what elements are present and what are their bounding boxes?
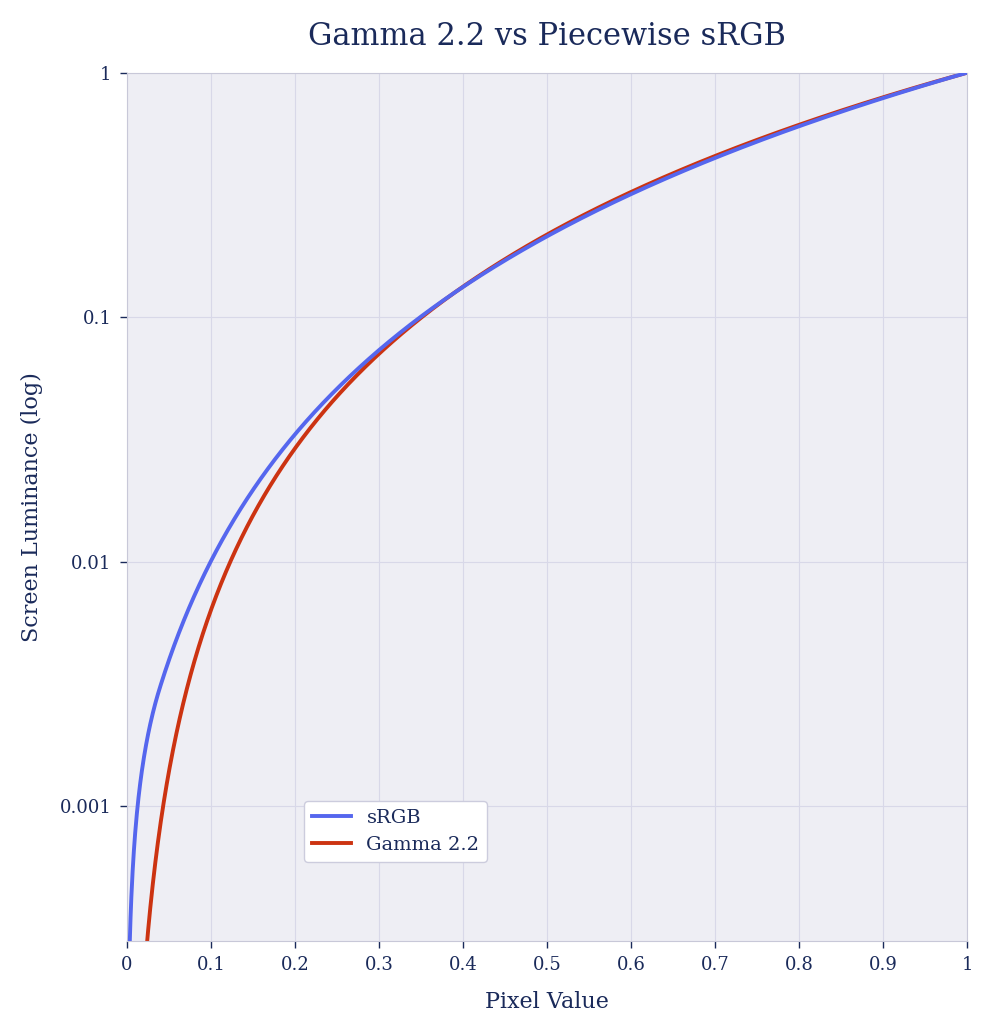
Legend: sRGB, Gamma 2.2: sRGB, Gamma 2.2 xyxy=(304,800,487,862)
sRGB xyxy=(937,73,949,86)
X-axis label: Pixel Value: Pixel Value xyxy=(485,992,609,1013)
Gamma 2.2 xyxy=(782,122,794,134)
Gamma 2.2 xyxy=(961,66,973,79)
sRGB xyxy=(507,249,519,262)
sRGB xyxy=(782,124,794,136)
sRGB xyxy=(164,651,176,664)
sRGB xyxy=(936,73,948,86)
Title: Gamma 2.2 vs Piecewise sRGB: Gamma 2.2 vs Piecewise sRGB xyxy=(308,21,786,52)
Gamma 2.2 xyxy=(164,761,176,773)
Gamma 2.2 xyxy=(936,73,948,86)
sRGB xyxy=(961,66,973,79)
Line: Gamma 2.2: Gamma 2.2 xyxy=(127,72,967,1034)
Gamma 2.2 xyxy=(937,73,949,86)
Y-axis label: Screen Luminance (log): Screen Luminance (log) xyxy=(21,372,43,642)
Gamma 2.2 xyxy=(507,248,519,261)
Line: sRGB: sRGB xyxy=(127,72,967,1034)
sRGB xyxy=(530,237,542,249)
Gamma 2.2 xyxy=(530,235,542,247)
